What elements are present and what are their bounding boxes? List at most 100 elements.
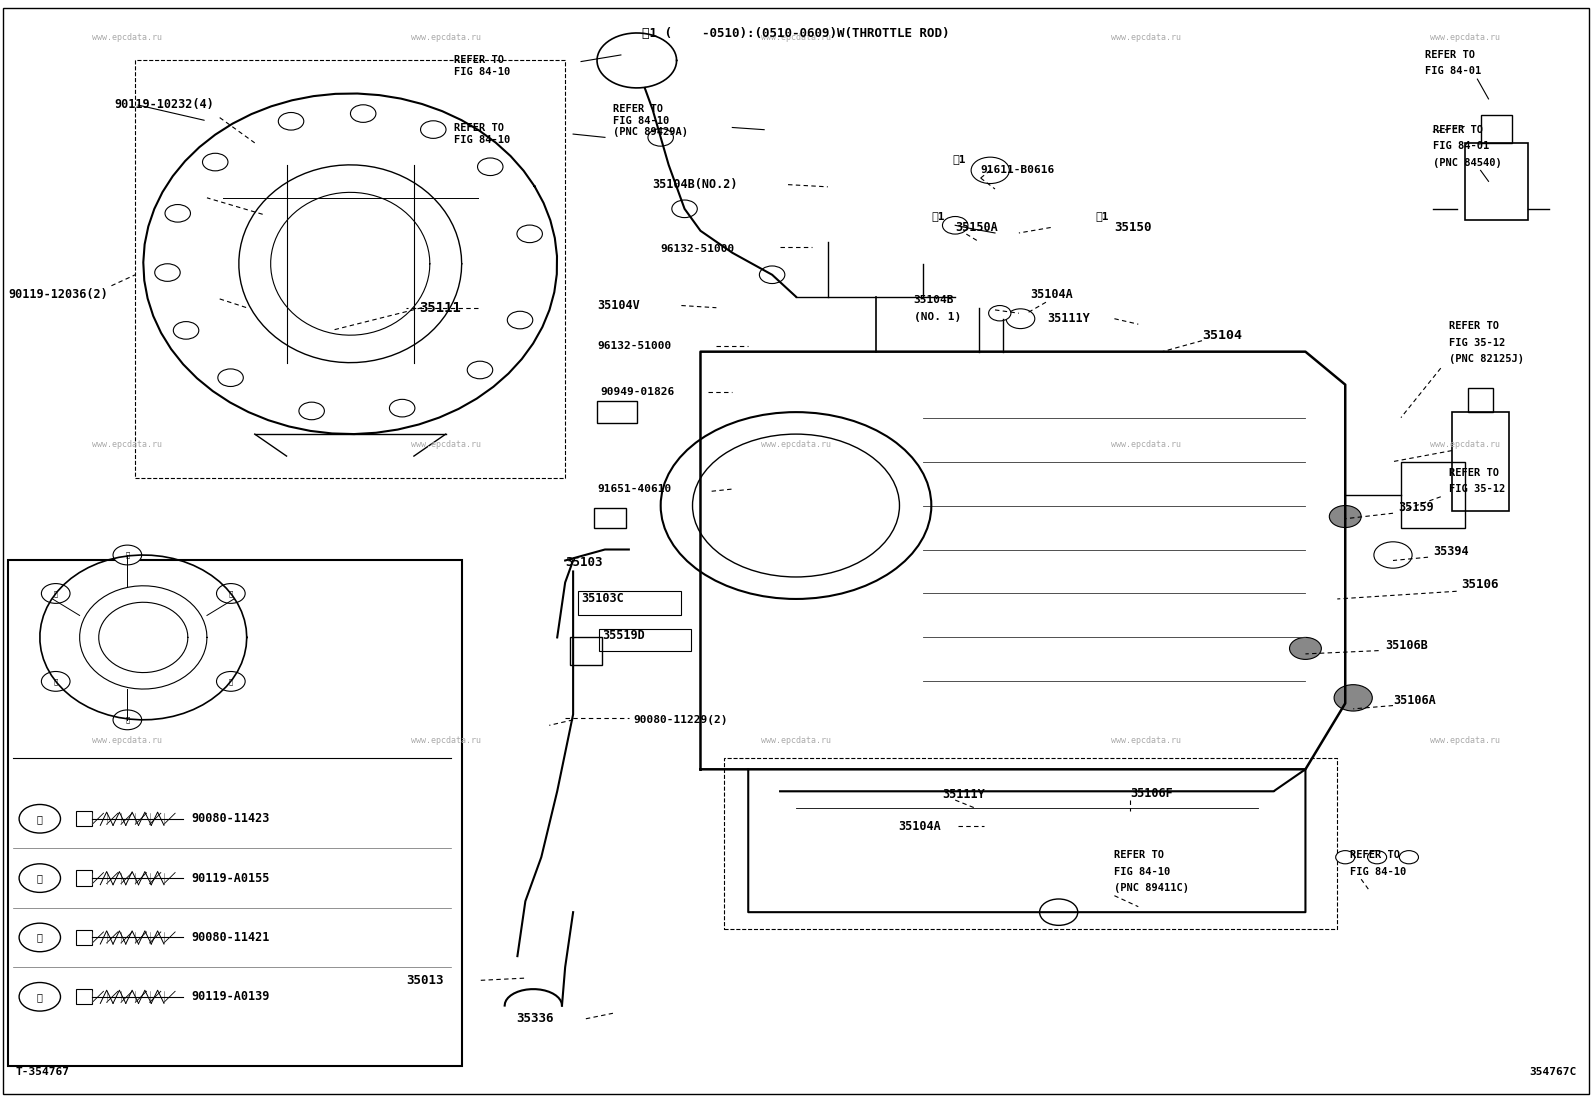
Text: www.epcdata.ru: www.epcdata.ru [761, 440, 831, 448]
Bar [724, 758, 1337, 929]
Text: 35111Y: 35111Y [942, 788, 985, 801]
Text: www.epcdata.ru: www.epcdata.ru [411, 440, 481, 448]
Text: ※1 (    -0510):(0510-0609)W(THROTTLE ROD): ※1 ( -0510):(0510-0609)W(THROTTLE ROD) [642, 27, 950, 41]
Bar [1481, 115, 1512, 143]
Text: REFER TO: REFER TO [1449, 321, 1498, 332]
Circle shape [1329, 506, 1361, 528]
Text: 96132-51000: 96132-51000 [661, 244, 736, 255]
Text: www.epcdata.ru: www.epcdata.ru [1430, 736, 1500, 745]
Circle shape [41, 584, 70, 603]
Text: 96132-51000: 96132-51000 [597, 341, 672, 352]
Bar [1468, 388, 1493, 412]
Circle shape [759, 266, 785, 284]
Text: 35394: 35394 [1433, 545, 1468, 558]
Text: 35106B: 35106B [1385, 639, 1428, 652]
Polygon shape [748, 769, 1305, 912]
Circle shape [1334, 685, 1372, 711]
Circle shape [113, 545, 142, 565]
Text: 90080-11229(2): 90080-11229(2) [634, 714, 728, 725]
Bar [8, 560, 462, 1066]
Circle shape [217, 671, 245, 691]
Text: 35104V: 35104V [597, 299, 640, 312]
Circle shape [1368, 851, 1387, 864]
Circle shape [942, 217, 968, 234]
Text: www.epcdata.ru: www.epcdata.ru [411, 736, 481, 745]
Bar [76, 930, 92, 945]
Text: ①: ① [229, 590, 232, 597]
Text: FIG 84-01: FIG 84-01 [1433, 141, 1489, 152]
Text: www.epcdata.ru: www.epcdata.ru [92, 33, 162, 42]
Text: 90119-A0155: 90119-A0155 [191, 872, 269, 885]
Text: 35104A: 35104A [1030, 288, 1073, 301]
Text: REFER TO: REFER TO [1114, 850, 1164, 861]
Text: ②: ② [37, 873, 43, 884]
Circle shape [41, 671, 70, 691]
Bar [76, 870, 92, 886]
Text: REFER TO: REFER TO [1449, 467, 1498, 478]
Text: 91651-40610: 91651-40610 [597, 484, 672, 495]
Text: 35104: 35104 [1202, 329, 1242, 342]
Text: www.epcdata.ru: www.epcdata.ru [411, 33, 481, 42]
Text: FIG 84-10: FIG 84-10 [1350, 866, 1406, 877]
Text: REFER TO: REFER TO [1350, 850, 1399, 861]
Text: ①: ① [37, 813, 43, 824]
Text: ※1: ※1 [1095, 211, 1108, 222]
Text: 90119-12036(2): 90119-12036(2) [8, 288, 108, 301]
Text: FIG 84-10: FIG 84-10 [1114, 866, 1170, 877]
Text: 35150A: 35150A [955, 221, 998, 234]
Circle shape [1336, 851, 1355, 864]
Text: ①: ① [126, 552, 129, 558]
Text: FIG 35-12: FIG 35-12 [1449, 337, 1504, 348]
Text: 91611-B0616: 91611-B0616 [981, 165, 1055, 176]
Text: 35111Y: 35111Y [1048, 312, 1091, 325]
Text: REFER TO
FIG 84-10: REFER TO FIG 84-10 [454, 55, 509, 77]
Circle shape [971, 157, 1009, 184]
Bar [1465, 143, 1528, 220]
Text: 35104B: 35104B [914, 295, 954, 306]
Circle shape [1290, 637, 1321, 659]
Text: REFER TO
FIG 84-10: REFER TO FIG 84-10 [454, 123, 509, 145]
Bar [599, 629, 691, 651]
Text: 35519D: 35519D [602, 629, 645, 642]
Text: 354767C: 354767C [1528, 1067, 1576, 1077]
Text: ※1: ※1 [952, 154, 965, 165]
Text: www.epcdata.ru: www.epcdata.ru [92, 440, 162, 448]
Text: 90080-11421: 90080-11421 [191, 931, 269, 944]
Text: (NO. 1): (NO. 1) [914, 311, 962, 322]
Circle shape [1399, 851, 1418, 864]
Bar [570, 637, 602, 665]
Text: REFER TO: REFER TO [1433, 124, 1482, 135]
Text: FIG 84-01: FIG 84-01 [1425, 66, 1481, 77]
Text: ④: ④ [37, 991, 43, 1002]
Text: www.epcdata.ru: www.epcdata.ru [761, 736, 831, 745]
Bar [594, 508, 626, 528]
Bar [578, 591, 681, 615]
Bar [597, 401, 637, 423]
Text: www.epcdata.ru: www.epcdata.ru [1111, 33, 1181, 42]
Text: (PNC 82125J): (PNC 82125J) [1449, 354, 1524, 365]
Text: 35103C: 35103C [581, 592, 624, 606]
Text: www.epcdata.ru: www.epcdata.ru [1111, 736, 1181, 745]
Text: 35013: 35013 [406, 974, 444, 987]
Text: ③: ③ [37, 932, 43, 943]
Text: ③: ③ [126, 717, 129, 723]
Text: 35159: 35159 [1398, 501, 1433, 514]
Text: (PNC 84540): (PNC 84540) [1433, 157, 1501, 168]
Text: 35106A: 35106A [1393, 693, 1436, 707]
Text: 35104B(NO.2): 35104B(NO.2) [653, 178, 739, 191]
Text: 35106: 35106 [1461, 578, 1500, 591]
Text: ②: ② [229, 678, 232, 685]
Text: REFER TO
FIG 84-10
(PNC 89429A): REFER TO FIG 84-10 (PNC 89429A) [613, 104, 688, 137]
Text: www.epcdata.ru: www.epcdata.ru [1111, 440, 1181, 448]
Circle shape [113, 710, 142, 730]
Text: 35103: 35103 [565, 556, 603, 569]
Text: www.epcdata.ru: www.epcdata.ru [92, 736, 162, 745]
Text: www.epcdata.ru: www.epcdata.ru [1430, 33, 1500, 42]
Bar [76, 811, 92, 826]
Circle shape [1006, 309, 1035, 329]
Text: ④: ④ [54, 678, 57, 685]
Text: ※1: ※1 [931, 211, 944, 222]
Polygon shape [700, 352, 1345, 769]
Text: 90119-A0139: 90119-A0139 [191, 990, 269, 1003]
Circle shape [672, 200, 697, 218]
